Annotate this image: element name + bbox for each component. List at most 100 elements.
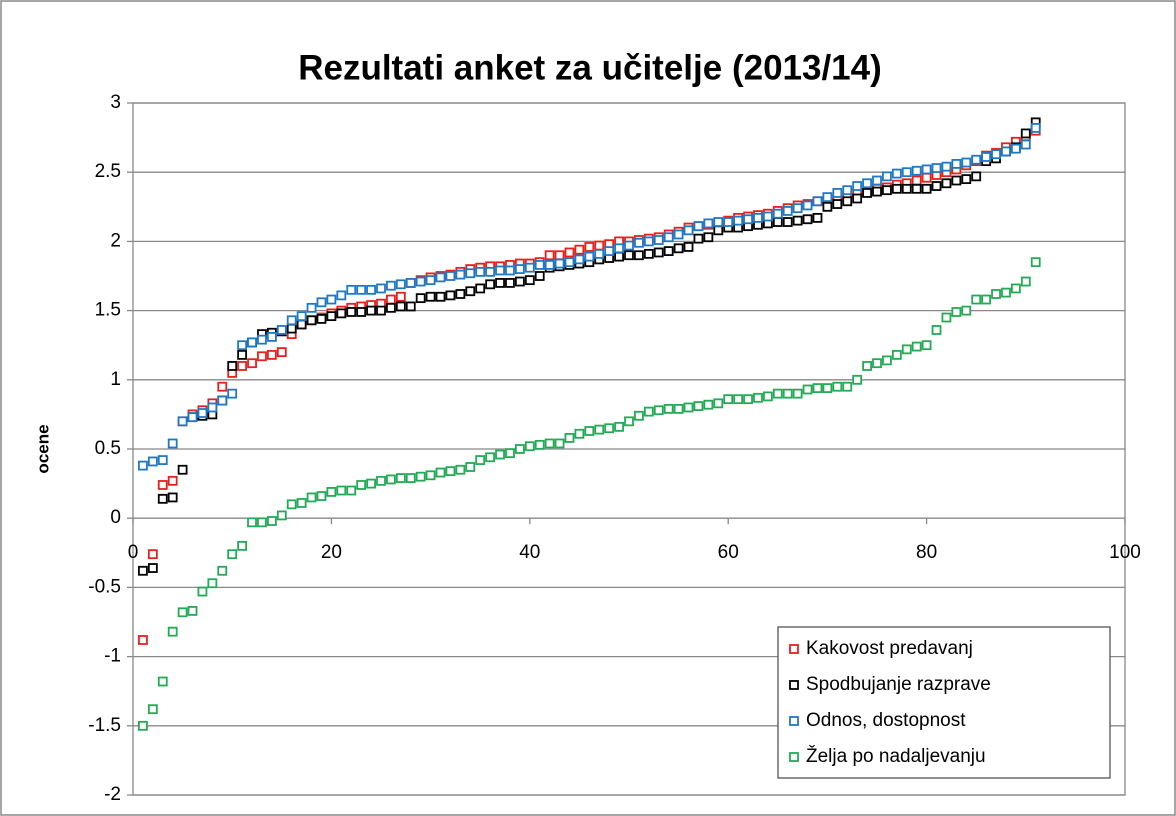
marker: [157, 455, 168, 465]
marker: [505, 265, 515, 276]
legend-marker: [789, 716, 799, 726]
marker: [336, 308, 347, 319]
marker: [703, 232, 714, 243]
marker: [1001, 287, 1011, 298]
marker: [802, 384, 813, 395]
marker: [1020, 276, 1031, 287]
marker: [296, 319, 307, 330]
marker: [782, 388, 793, 399]
marker: [624, 250, 634, 261]
x-tick-label: 20: [321, 542, 342, 563]
marker: [286, 323, 297, 334]
marker: [1010, 143, 1021, 154]
x-tick-label: 0: [128, 542, 139, 563]
marker: [237, 340, 248, 351]
marker: [534, 271, 545, 281]
marker: [524, 275, 535, 286]
marker: [891, 168, 902, 179]
marker: [445, 466, 456, 477]
marker: [167, 475, 178, 486]
marker: [961, 174, 972, 185]
marker: [683, 225, 694, 236]
marker: [812, 196, 823, 207]
marker: [604, 423, 615, 434]
marker: [872, 358, 882, 369]
marker: [346, 307, 357, 317]
marker: [713, 398, 724, 409]
marker: [138, 720, 148, 731]
marker: [554, 438, 565, 449]
marker: [882, 355, 892, 366]
marker: [961, 305, 972, 316]
marker: [395, 279, 406, 290]
marker: [505, 448, 515, 459]
marker: [594, 248, 605, 259]
marker: [772, 208, 783, 219]
marker: [485, 266, 496, 277]
marker: [296, 498, 307, 508]
marker: [534, 260, 545, 270]
marker: [901, 183, 912, 194]
marker: [1001, 146, 1011, 157]
marker: [237, 361, 248, 371]
marker: [237, 540, 248, 551]
marker: [921, 164, 932, 175]
marker: [495, 449, 505, 460]
marker: [316, 491, 327, 501]
marker: [614, 243, 624, 254]
marker: [257, 351, 267, 362]
marker: [901, 344, 912, 355]
marker: [157, 676, 168, 687]
marker: [167, 438, 178, 449]
marker: [465, 286, 476, 297]
marker: [693, 233, 704, 244]
marker: [138, 460, 148, 471]
marker: [852, 181, 863, 191]
marker: [762, 391, 773, 402]
y-tick-label: 2.5: [95, 161, 121, 182]
marker: [376, 305, 386, 316]
marker: [445, 290, 456, 301]
marker: [872, 186, 882, 197]
legend-marker: [789, 752, 799, 762]
marker: [415, 293, 426, 304]
marker: [247, 358, 257, 369]
marker: [802, 214, 813, 225]
marker: [435, 291, 446, 302]
chart-title: Rezultati anket za učitelje (2013/14): [298, 48, 882, 87]
marker: [306, 302, 317, 313]
marker: [187, 606, 198, 616]
marker: [792, 203, 803, 214]
marker: [425, 291, 436, 302]
marker: [207, 402, 218, 413]
marker: [753, 212, 763, 223]
marker: [177, 464, 188, 475]
marker: [564, 433, 575, 443]
marker: [524, 262, 535, 273]
marker: [921, 340, 932, 351]
marker: [743, 214, 753, 225]
marker: [683, 402, 694, 413]
marker: [842, 196, 853, 207]
marker: [316, 314, 327, 324]
marker: [584, 242, 595, 252]
marker: [514, 264, 525, 274]
marker: [475, 455, 486, 465]
marker: [713, 225, 724, 236]
y-tick-label: 2: [110, 230, 121, 251]
marker: [981, 294, 992, 305]
marker: [941, 178, 952, 189]
marker: [475, 283, 486, 294]
marker: [812, 212, 823, 223]
marker: [653, 235, 664, 245]
marker: [554, 250, 565, 261]
marker: [1010, 283, 1021, 294]
marker: [366, 305, 376, 316]
marker: [514, 276, 525, 287]
marker: [653, 405, 664, 416]
marker: [286, 499, 297, 510]
marker: [276, 325, 287, 335]
marker: [544, 260, 555, 270]
marker: [534, 439, 545, 450]
marker: [455, 269, 466, 280]
